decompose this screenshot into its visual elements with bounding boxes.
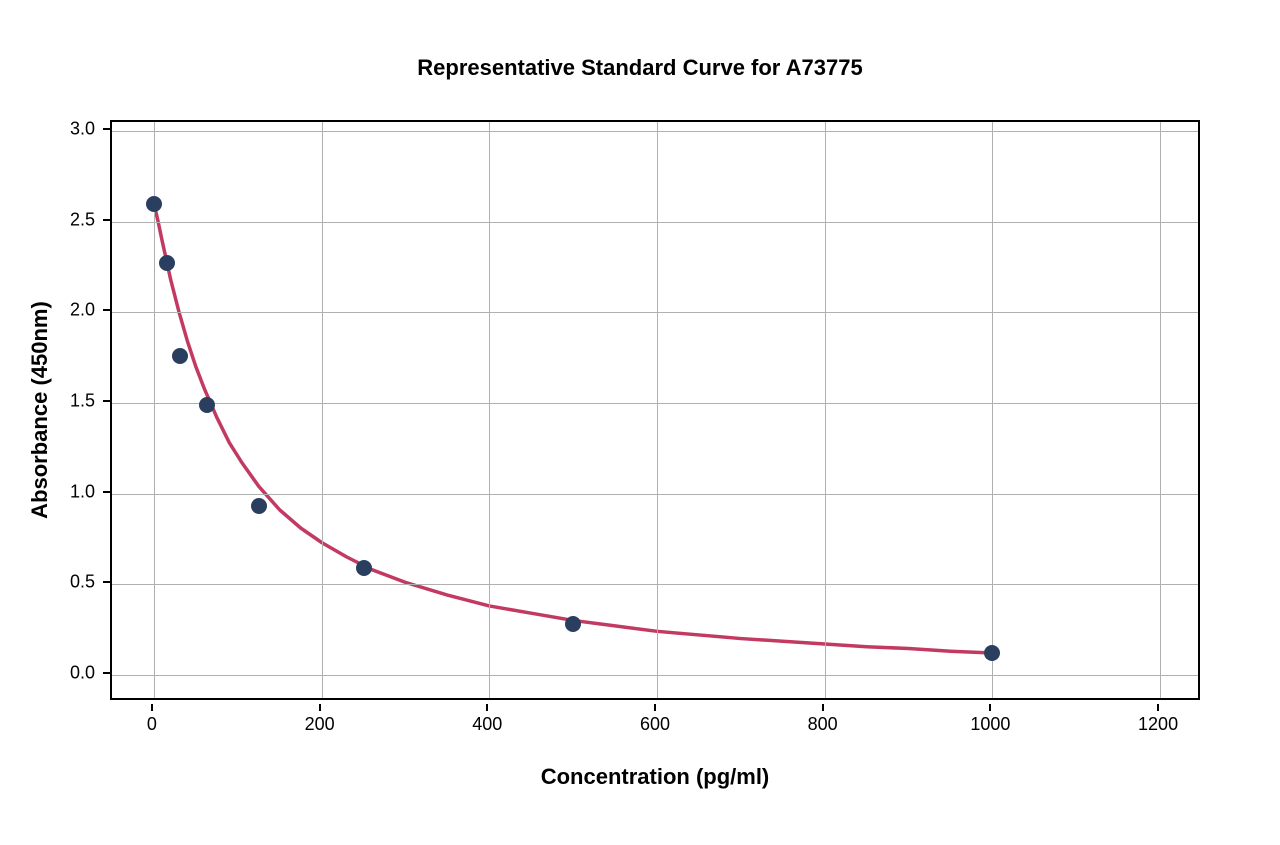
y-tick — [103, 581, 110, 583]
y-tick-label: 2.5 — [70, 209, 95, 230]
data-point — [356, 560, 372, 576]
data-point — [565, 616, 581, 632]
x-tick — [151, 704, 153, 711]
x-axis-label: Concentration (pg/ml) — [110, 764, 1200, 790]
y-tick-label: 0.5 — [70, 572, 95, 593]
grid-line-v — [992, 122, 993, 698]
grid-line-h — [112, 222, 1198, 223]
data-point — [984, 645, 1000, 661]
data-point — [159, 255, 175, 271]
x-tick-label: 400 — [472, 714, 502, 735]
data-point — [251, 498, 267, 514]
y-axis-label-text: Absorbance (450nm) — [27, 301, 53, 519]
y-tick — [103, 219, 110, 221]
grid-line-h — [112, 312, 1198, 313]
grid-line-h — [112, 494, 1198, 495]
y-tick-label: 0.0 — [70, 662, 95, 683]
y-tick-label: 2.0 — [70, 300, 95, 321]
chart-title: Representative Standard Curve for A73775 — [0, 55, 1280, 81]
x-tick — [486, 704, 488, 711]
grid-line-v — [322, 122, 323, 698]
data-point — [199, 397, 215, 413]
data-point — [172, 348, 188, 364]
curve-layer — [112, 122, 1198, 698]
grid-line-v — [657, 122, 658, 698]
x-tick-label: 1000 — [970, 714, 1010, 735]
data-point — [146, 196, 162, 212]
y-tick-label: 1.0 — [70, 481, 95, 502]
x-tick — [822, 704, 824, 711]
plot-area — [110, 120, 1200, 700]
x-tick-label: 0 — [147, 714, 157, 735]
y-tick — [103, 400, 110, 402]
y-tick — [103, 491, 110, 493]
y-axis-label: Absorbance (450nm) — [28, 120, 52, 700]
chart-container: Representative Standard Curve for A73775… — [0, 0, 1280, 845]
x-tick-label: 200 — [305, 714, 335, 735]
x-tick — [1157, 704, 1159, 711]
x-tick-label: 600 — [640, 714, 670, 735]
fitted-curve — [154, 204, 992, 654]
grid-line-h — [112, 403, 1198, 404]
x-tick — [989, 704, 991, 711]
grid-line-h — [112, 675, 1198, 676]
grid-line-h — [112, 131, 1198, 132]
y-tick — [103, 309, 110, 311]
y-tick — [103, 128, 110, 130]
y-tick-label: 3.0 — [70, 119, 95, 140]
x-tick-label: 1200 — [1138, 714, 1178, 735]
grid-line-v — [489, 122, 490, 698]
grid-line-v — [825, 122, 826, 698]
y-tick-label: 1.5 — [70, 390, 95, 411]
x-tick-label: 800 — [808, 714, 838, 735]
x-tick — [319, 704, 321, 711]
x-tick — [654, 704, 656, 711]
grid-line-h — [112, 584, 1198, 585]
y-tick — [103, 672, 110, 674]
grid-line-v — [1160, 122, 1161, 698]
